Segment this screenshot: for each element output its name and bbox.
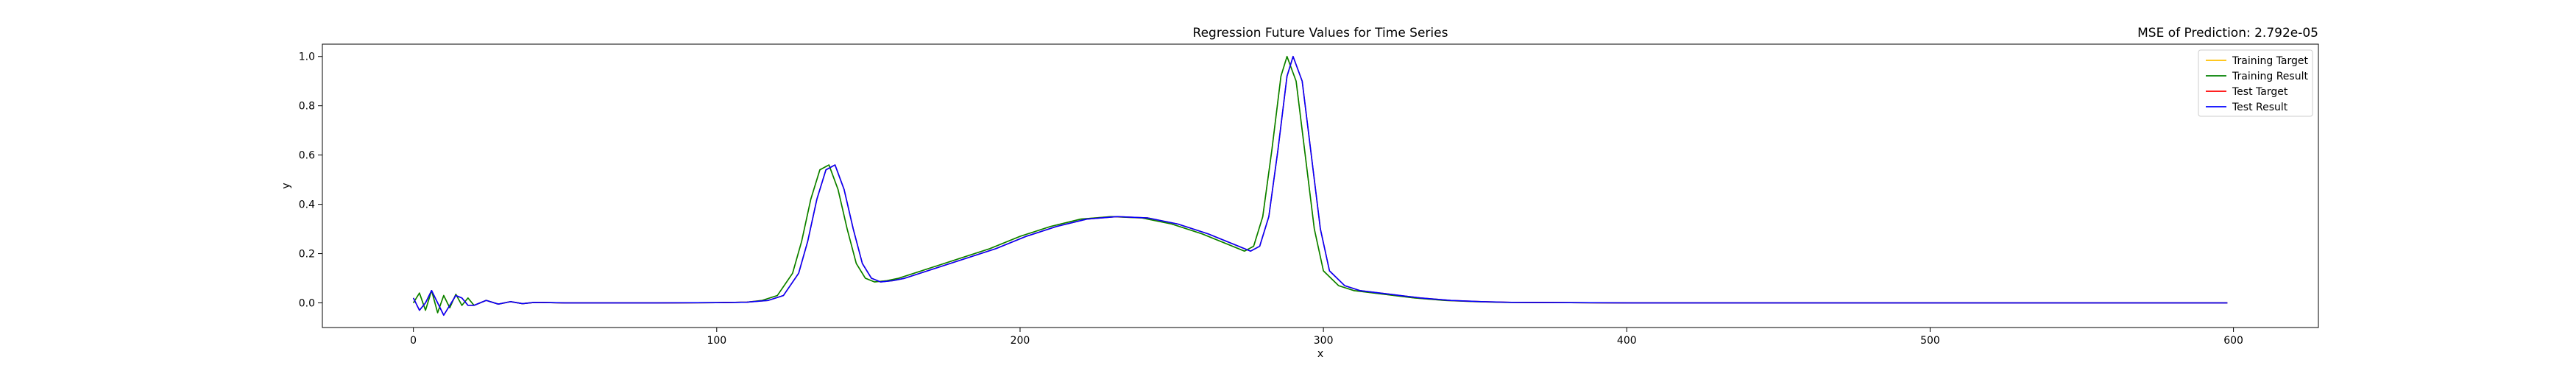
y-tick-label: 0.0: [299, 298, 315, 310]
x-tick-label: 600: [2223, 335, 2243, 347]
y-axis-label: y: [280, 183, 292, 188]
chart-title: Regression Future Values for Time Series: [1193, 26, 1448, 40]
x-tick-label: 0: [410, 335, 417, 347]
legend-label-test-target: Test Target: [2232, 86, 2288, 98]
y-tick-label: 0.6: [299, 150, 315, 162]
x-tick-label: 200: [1011, 335, 1030, 347]
legend-box: [2198, 49, 2313, 117]
legend-label-training-target: Training Target: [2232, 55, 2309, 67]
y-tick-label: 0.4: [299, 199, 315, 211]
y-tick-label: 0.2: [299, 249, 315, 261]
legend: Training Target Training Result Test Targe…: [2198, 49, 2313, 117]
mse-annotation: MSE of Prediction: 2.792e-05: [2137, 26, 2318, 40]
legend-label-test-result: Test Result: [2232, 102, 2288, 113]
x-axis: 0 100 200 300 400 500 600: [410, 328, 2243, 347]
y-tick-label: 1.0: [299, 52, 315, 63]
x-tick-label: 400: [1617, 335, 1637, 347]
y-tick-label: 0.8: [299, 101, 315, 113]
series-line-test-result: [412, 55, 2228, 316]
x-tick-label: 100: [707, 335, 726, 347]
x-axis-label: x: [1317, 348, 1323, 360]
plot-frame: [322, 43, 2319, 328]
series-lines: [412, 55, 2228, 316]
x-tick-label: 300: [1314, 335, 1334, 347]
plot-area: [322, 43, 2319, 328]
legend-label-training-result: Training Result: [2232, 71, 2308, 82]
x-tick-label: 500: [1920, 335, 1940, 347]
y-axis: 0.0 0.2 0.4 0.6 0.8 1.0: [299, 52, 322, 310]
